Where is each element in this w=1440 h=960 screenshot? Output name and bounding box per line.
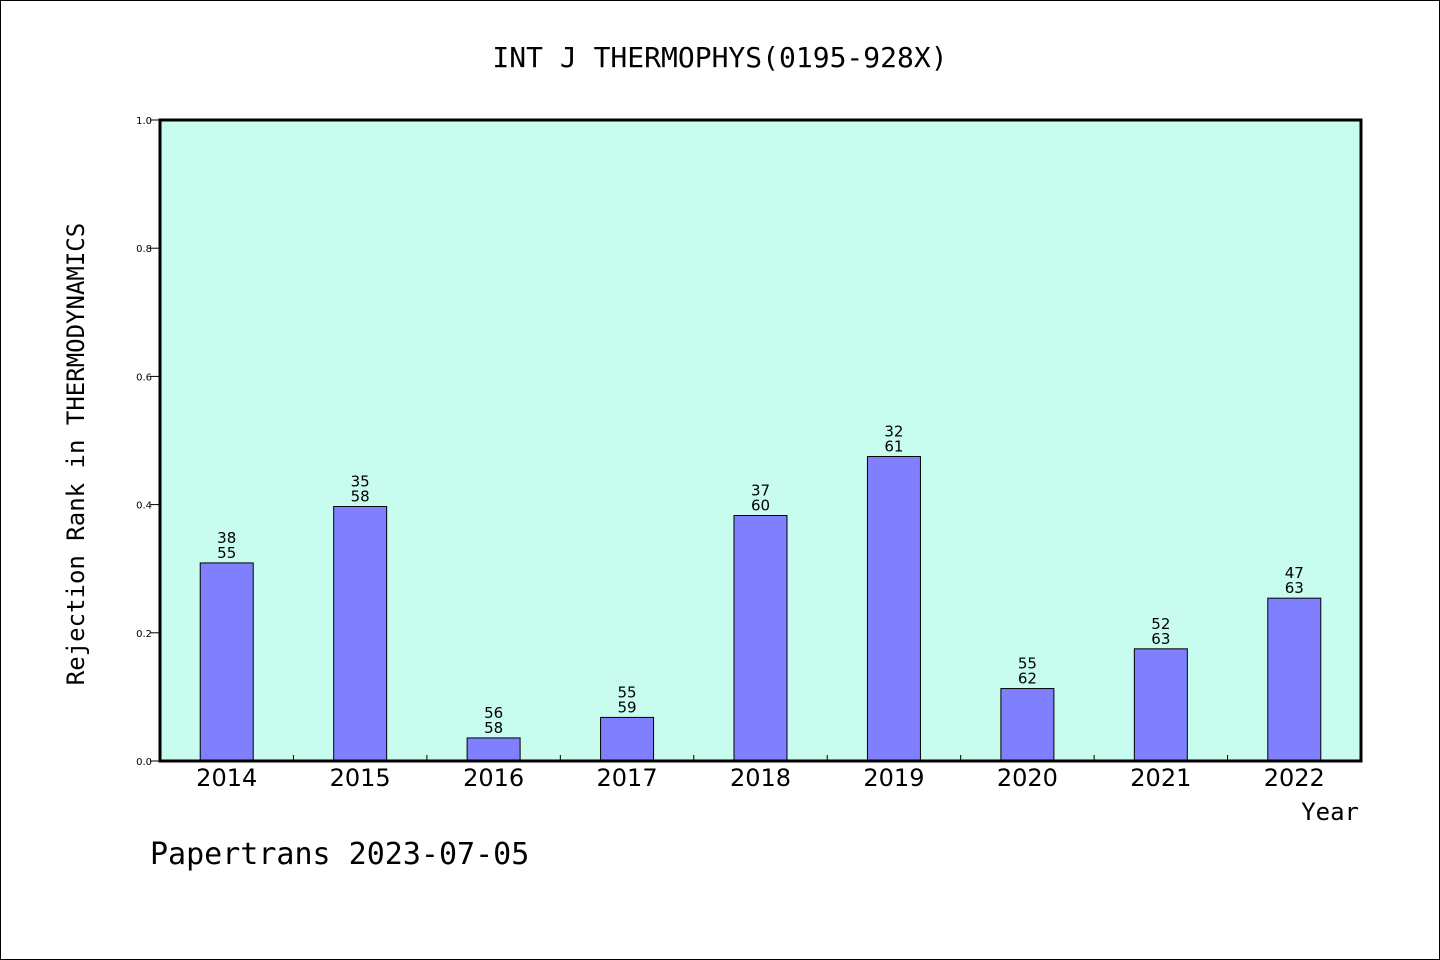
y-axis-label: Rejection Rank in THERMODYNAMICS [62, 223, 90, 685]
bar-label-bottom: 58 [484, 719, 503, 737]
x-tick-label: 2022 [1264, 764, 1325, 792]
bar-label-top: 35 [351, 473, 370, 491]
y-tick-label: 0.4 [136, 501, 152, 512]
bar-label-top: 37 [751, 481, 770, 499]
bar-label-bottom: 59 [618, 698, 637, 716]
bar-label-top: 38 [217, 529, 236, 547]
bar-2020 [1000, 688, 1055, 762]
x-tick-label: 2021 [1130, 764, 1191, 792]
bar-2021 [1133, 648, 1188, 762]
bar-label-top: 47 [1285, 564, 1304, 582]
bar-label-top: 55 [1018, 655, 1037, 673]
bar-label-bottom: 63 [1151, 630, 1170, 648]
bar-2015 [333, 506, 388, 762]
x-tick-label: 2020 [997, 764, 1058, 792]
bar-label-bottom: 60 [751, 496, 770, 514]
bar-2017 [600, 716, 655, 762]
ticks-layer: 0.0 0.2 0.4 0.6 0.8 1.0 2014 2015 2016 2017 2018 20… [136, 116, 1325, 792]
y-tick-label: 0.0 [136, 757, 152, 768]
x-tick-label: 2017 [597, 764, 658, 792]
plot-border [158, 118, 1363, 763]
bar-label-bottom: 55 [217, 544, 236, 562]
chart-title: INT J THERMOPHYS(0195-928X) [492, 41, 947, 74]
y-tick-label: 1.0 [136, 116, 152, 127]
bar-label-bottom: 62 [1018, 670, 1037, 688]
x-tick-label: 2018 [730, 764, 791, 792]
x-tick-label: 2019 [863, 764, 924, 792]
y-tick-label: 0.6 [136, 372, 152, 383]
bar-label-top: 55 [618, 683, 637, 701]
bar-label-bottom: 58 [351, 488, 370, 506]
x-tick-label: 2014 [196, 764, 257, 792]
x-tick-label: 2016 [463, 764, 524, 792]
bar-label-bottom: 61 [884, 438, 903, 456]
bar-2018 [733, 514, 788, 762]
bar-label-top: 56 [484, 704, 503, 722]
bar-label-top: 32 [884, 423, 903, 441]
y-tick-label: 0.2 [136, 629, 152, 640]
bar-2019 [866, 456, 921, 762]
bar-2022 [1267, 597, 1322, 762]
bar-label-top: 52 [1151, 615, 1170, 633]
bar-2014 [199, 562, 254, 762]
x-axis-label: Year [1301, 798, 1359, 826]
bar-2016 [466, 737, 521, 762]
y-tick-label: 0.8 [136, 244, 152, 255]
x-tick-label: 2015 [330, 764, 391, 792]
footer-credit: Papertrans 2023-07-05 [150, 837, 529, 872]
bar-label-bottom: 63 [1285, 579, 1304, 597]
